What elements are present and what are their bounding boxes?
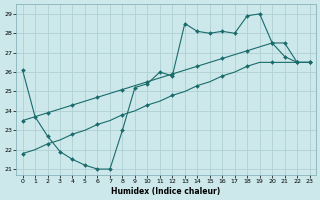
X-axis label: Humidex (Indice chaleur): Humidex (Indice chaleur) <box>111 187 221 196</box>
